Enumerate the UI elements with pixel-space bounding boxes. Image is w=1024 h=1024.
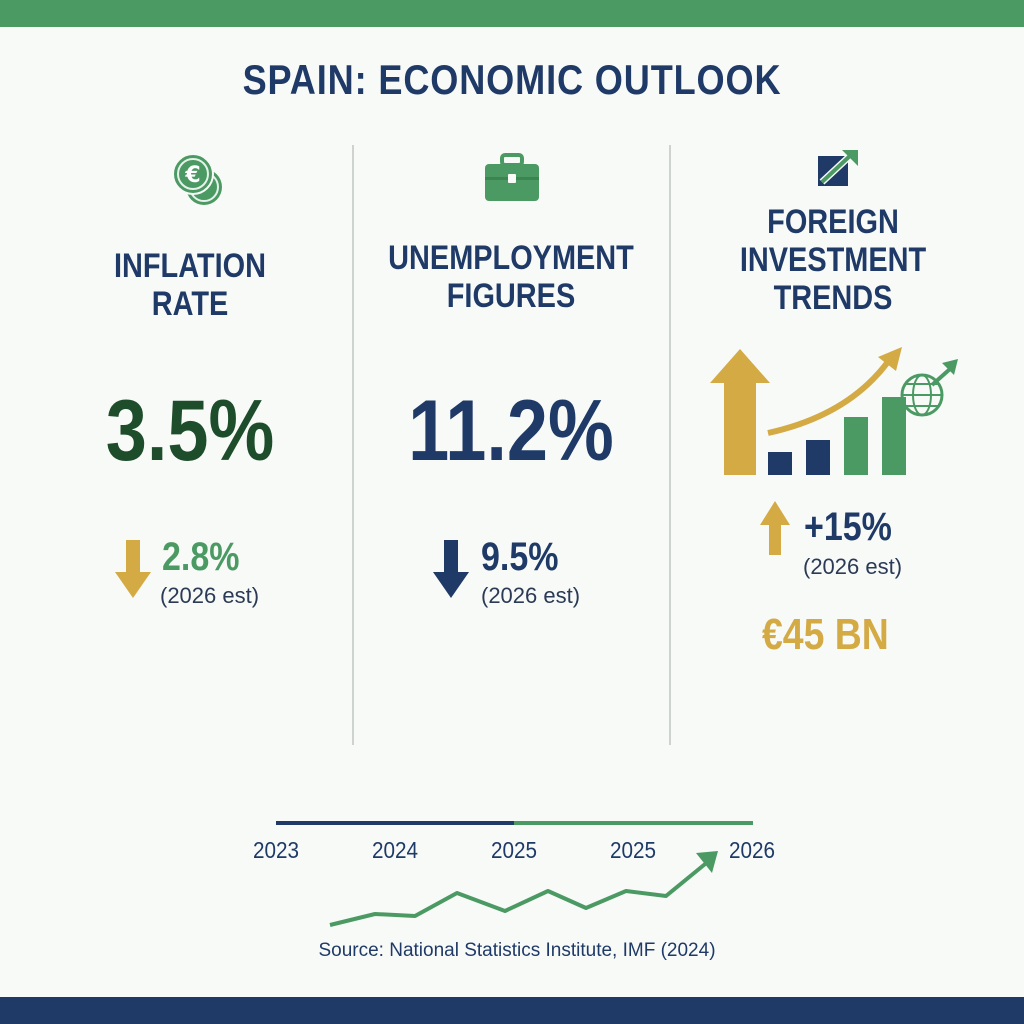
inflation-label-line-2: RATE: [151, 285, 229, 323]
euro-coins-icon: €: [172, 153, 222, 205]
bottom-accent-bar: [0, 997, 1024, 1024]
timeline-tick-label: 2026: [728, 837, 776, 863]
arrow-down-icon: [115, 540, 151, 598]
top-accent-bar: [0, 0, 1024, 27]
unemployment-label-line-1: UNEMPLOYMENT: [388, 239, 634, 277]
arrow-up-icon: [760, 501, 790, 555]
trend-line-icon: [329, 851, 718, 927]
unemployment-label: UNEMPLOYMENT FIGURES: [378, 239, 643, 315]
investment-forecast-value: +15%: [804, 505, 892, 549]
investment-label-line-1: FOREIGN: [767, 203, 899, 241]
briefcase-icon: [485, 153, 539, 201]
investment-label: FOREIGN INVESTMENT TRENDS: [696, 203, 970, 317]
inflation-label: INFLATION RATE: [54, 247, 326, 323]
unemployment-value: 11.2%: [408, 383, 614, 479]
column-divider: [669, 145, 671, 745]
inflation-forecast-value: 2.8%: [162, 535, 240, 579]
inflation-panel: € INFLATION RATE 3.5% 2.8% (2026 est): [30, 145, 350, 745]
unemployment-label-line-2: FIGURES: [446, 277, 576, 315]
investment-label-line-3: TRENDS: [773, 279, 893, 317]
investment-panel: FOREIGN INVESTMENT TRENDS +15% (2026 est…: [672, 145, 994, 745]
inflation-forecast-note: (2026 est): [160, 583, 260, 608]
timeline-axis-past: [276, 821, 514, 825]
svg-text:€: €: [184, 163, 200, 188]
inflation-label-line-1: INFLATION: [114, 247, 266, 285]
unemployment-panel: UNEMPLOYMENT FIGURES 11.2% 9.5% (2026 es…: [355, 145, 667, 745]
source-note: Source: National Statistics Institute, I…: [318, 940, 716, 961]
timeline-tick-label: 2023: [252, 837, 300, 863]
timeline-axis-future: [514, 821, 753, 825]
inflation-value: 3.5%: [105, 383, 275, 479]
unemployment-forecast-value: 9.5%: [481, 535, 559, 579]
timeline-tick-label: 2024: [371, 837, 419, 863]
investment-forecast-note: (2026 est): [803, 554, 903, 579]
investment-amount: €45 BN: [762, 610, 889, 659]
unemployment-forecast-note: (2026 est): [481, 583, 581, 608]
trend-arrow-icon: [818, 150, 858, 186]
investment-label-line-2: INVESTMENT: [739, 241, 927, 279]
investment-growth-icon: [710, 347, 958, 475]
column-divider: [352, 145, 354, 745]
timeline-tick-label: 2025: [609, 837, 657, 863]
arrow-down-icon: [433, 540, 469, 598]
timeline-tick-label: 2025: [490, 837, 538, 863]
page-title: SPAIN: ECONOMIC OUTLOOK: [242, 56, 782, 103]
